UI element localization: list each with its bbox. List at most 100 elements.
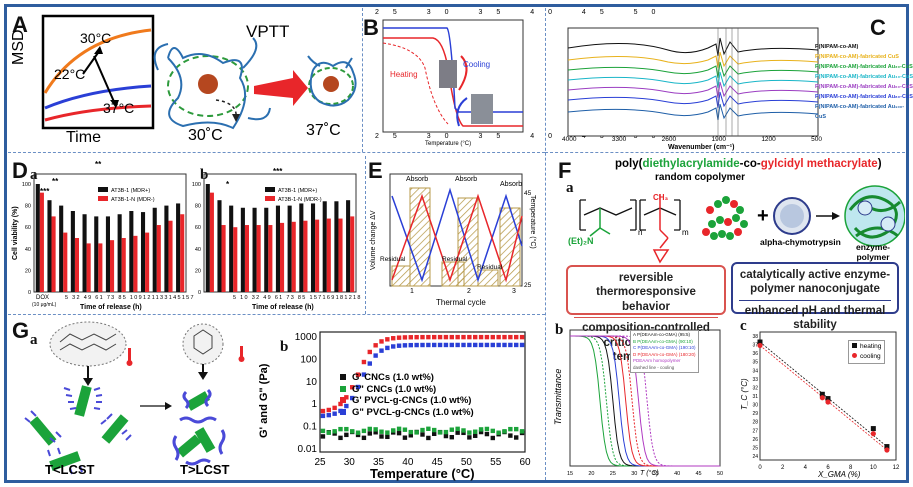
point-g-prime-pvcl <box>355 372 361 377</box>
point-g-dprime-pvcl <box>484 342 490 348</box>
panel-e-chart <box>389 173 523 287</box>
fb-xtick: 25 <box>610 471 616 477</box>
point-g-prime-cnc <box>420 432 425 437</box>
divider-main <box>545 8 546 480</box>
fc-xtick: 8 <box>849 465 853 471</box>
point-g-dprime-cnc <box>473 429 478 434</box>
point-g-prime-pvcl <box>449 334 454 340</box>
absorb-1: Absorb <box>406 176 429 183</box>
point-g-dprime-cnc <box>437 430 443 435</box>
divider-row1 <box>8 152 545 153</box>
fb-xtick: 40 <box>674 471 680 477</box>
point-g-dprime-cnc <box>379 429 384 434</box>
point-g-dprime-cnc <box>478 427 484 432</box>
point-g-dprime-cnc <box>514 426 519 432</box>
residual-3: Residual <box>477 264 503 271</box>
panel-g-legend: G' CNCs (1.0 wt%) G" CNCs (1.0 wt%) G' P… <box>340 372 474 418</box>
d-ytick: 100 <box>192 182 201 188</box>
d-ytick: 0 <box>28 290 31 296</box>
point-g-prime-pvcl <box>461 334 466 340</box>
panel-fb-chart: 15 20 25 30 35 40 45 50 <box>567 329 723 477</box>
bar-mdr-plus <box>82 214 87 292</box>
bar-mdr-plus <box>140 212 146 292</box>
bar-mdr-minus <box>256 225 261 292</box>
e-tick-2: 2 <box>467 288 471 295</box>
point-g-dprime-pvcl <box>391 344 396 349</box>
point-g-prime-pvcl <box>437 334 443 340</box>
panel-d-a-ticks: 5 32 49 61 73 85 109121133145157 <box>65 295 195 301</box>
fc-ytick: 32 <box>752 385 758 391</box>
point-g-prime-pvcl <box>332 405 337 411</box>
d-ytick: 60 <box>25 225 31 231</box>
point-g-prime-cnc <box>402 435 408 440</box>
panel-fb-label: b <box>555 322 564 338</box>
bar-mdr-plus <box>229 205 234 292</box>
fb-xtick: 15 <box>567 471 573 477</box>
panel-fc-ylabel: T_C (°C) <box>740 378 749 410</box>
point-g-prime-pvcl <box>379 339 384 344</box>
panel-a-x-axis: Time <box>66 129 101 146</box>
point-g-prime-cnc <box>508 433 513 438</box>
point-g-dprime-pvcl <box>344 403 349 409</box>
panel-g-scheme <box>24 321 245 475</box>
polymer-type: random copolymer <box>655 172 746 183</box>
panel-a-graphic <box>41 14 357 130</box>
fc-ytick: 35 <box>752 360 758 366</box>
panel-c-chart <box>567 27 819 137</box>
bar-mdr-plus <box>299 203 304 292</box>
point-g-prime-pvcl <box>326 407 331 413</box>
point-g-dprime-cnc <box>332 429 337 434</box>
point-g-prime-cnc <box>379 434 384 439</box>
point-g-prime-cnc <box>478 429 484 435</box>
panel-c-legend: P(NIPAM-co-AM) P(NIPAM-co-AM)-fabricated… <box>815 44 913 120</box>
g-ytick: 1 <box>311 399 317 410</box>
bar-mdr-minus <box>338 218 343 292</box>
point-g-dprime-pvcl <box>326 412 331 418</box>
residual-1: Residual <box>380 256 406 263</box>
g-ytick: 100 <box>300 354 317 365</box>
panel-fb-xlabel: T (°C) <box>640 470 659 477</box>
g-xtick: 50 <box>461 457 473 468</box>
divider-row2 <box>8 314 545 315</box>
bar-mdr-minus <box>326 218 331 292</box>
point-g-dprime-pvcl <box>514 342 519 348</box>
point-g-prime-pvcl <box>519 334 525 340</box>
bar-mdr-plus <box>117 214 122 292</box>
panel-e-ylabel: Volume change ΔV <box>370 210 377 270</box>
sig-a-3: *** <box>40 187 50 196</box>
bar-mdr-minus <box>291 221 296 292</box>
fc-ytick: 30 <box>752 403 758 409</box>
point-g-dprime-pvcl <box>473 342 478 348</box>
point-g-dprime-pvcl <box>367 361 372 366</box>
g-ytick: 0.1 <box>303 422 317 433</box>
cnc-rods-high <box>176 391 216 458</box>
property-box-enzyme: catalytically active enzyme-polymer nano… <box>731 262 899 331</box>
point-g-prime-cnc <box>432 431 437 437</box>
panel-f-scheme: + <box>579 185 905 264</box>
panel-fc-label: c <box>740 318 747 334</box>
bar-mdr-plus <box>152 207 157 292</box>
d-ytick: 40 <box>25 247 31 253</box>
point-g-dprime-cnc <box>455 426 460 432</box>
point-g-dprime-cnc <box>367 426 372 432</box>
fc-xtick: 12 <box>893 465 900 471</box>
point-g-prime-pvcl <box>338 401 343 407</box>
point-g-prime-cnc <box>484 431 490 437</box>
absorb-2: Absorb <box>455 176 478 183</box>
point-g-dprime-pvcl <box>461 342 466 348</box>
cooling-label: Cooling <box>463 60 491 69</box>
sig-a-1: ** <box>95 160 102 169</box>
panel-d-b-ticks: 5 10 32 49 61 73 85 157169181218 <box>233 295 362 301</box>
point-g-dprime-pvcl <box>508 342 513 348</box>
temp-30c: 30°C <box>80 30 112 46</box>
cnc-rods-low <box>29 385 129 471</box>
point-g-prime-pvcl <box>373 343 378 348</box>
point-g-dprime-cnc <box>461 428 466 433</box>
point-g-prime-cnc <box>338 435 343 441</box>
point-g-dprime-cnc <box>432 427 437 433</box>
bar-mdr-minus <box>168 220 173 292</box>
fc-xtick: 4 <box>804 465 808 471</box>
panel-d-a-xlabel: Time of release (h) <box>80 304 142 311</box>
fc-xtick: 6 <box>826 465 830 471</box>
point-g-dprime-pvcl <box>373 353 378 358</box>
